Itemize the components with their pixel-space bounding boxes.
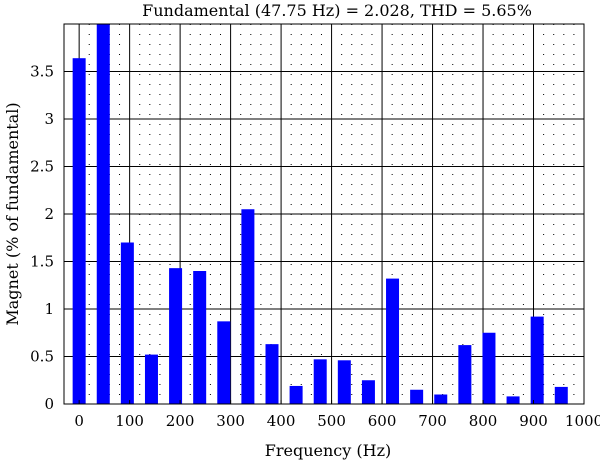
y-tick-label: 1 xyxy=(44,300,54,318)
bars xyxy=(72,24,568,404)
x-tick-label: 900 xyxy=(519,412,548,430)
x-axis-title: Frequency (Hz) xyxy=(265,441,392,460)
bar xyxy=(169,268,183,404)
bar xyxy=(241,209,255,404)
bar xyxy=(313,359,327,404)
x-tick-label: 600 xyxy=(368,412,397,430)
y-tick-label: 3.5 xyxy=(30,63,54,81)
y-tick-label: 3 xyxy=(44,110,54,128)
bar xyxy=(144,354,158,404)
y-axis-title: Magnet (% of fundamental) xyxy=(3,102,22,325)
bar xyxy=(386,278,400,404)
grid xyxy=(64,24,584,404)
x-tick-label: 100 xyxy=(115,412,144,430)
bar xyxy=(265,344,279,404)
bar xyxy=(434,394,448,404)
x-tick-label: 500 xyxy=(317,412,346,430)
chart-title: Fundamental (47.75 Hz) = 2.028, THD = 5.… xyxy=(142,1,532,20)
bar xyxy=(410,389,424,404)
bar xyxy=(506,396,520,404)
bar xyxy=(72,58,86,404)
bar xyxy=(530,316,544,404)
bar xyxy=(482,332,496,404)
bar xyxy=(96,24,110,404)
x-tick-label: 800 xyxy=(469,412,498,430)
bar xyxy=(289,385,303,404)
bar xyxy=(554,386,568,404)
bar xyxy=(458,345,472,404)
x-axis-ticks: 0 100 200 300 400 500 600 700 800 900 1000 xyxy=(74,400,600,430)
bar xyxy=(120,242,134,404)
bar xyxy=(193,271,207,404)
x-tick-label: 0 xyxy=(74,412,84,430)
y-tick-label: 2 xyxy=(44,205,54,223)
x-tick-label: 700 xyxy=(418,412,447,430)
y-tick-label: 2.5 xyxy=(30,158,54,176)
x-tick-label: 200 xyxy=(166,412,195,430)
bar xyxy=(361,380,375,404)
bar xyxy=(337,360,351,404)
y-tick-label: 0 xyxy=(44,395,54,413)
y-axis-ticks: 0 0.5 1 1.5 2 2.5 3 3.5 xyxy=(30,63,68,413)
x-tick-label: 300 xyxy=(216,412,245,430)
x-tick-label: 1000 xyxy=(565,412,600,430)
x-tick-label: 400 xyxy=(267,412,296,430)
y-tick-label: 1.5 xyxy=(30,253,54,271)
y-tick-label: 0.5 xyxy=(30,348,54,366)
bar xyxy=(217,321,231,404)
